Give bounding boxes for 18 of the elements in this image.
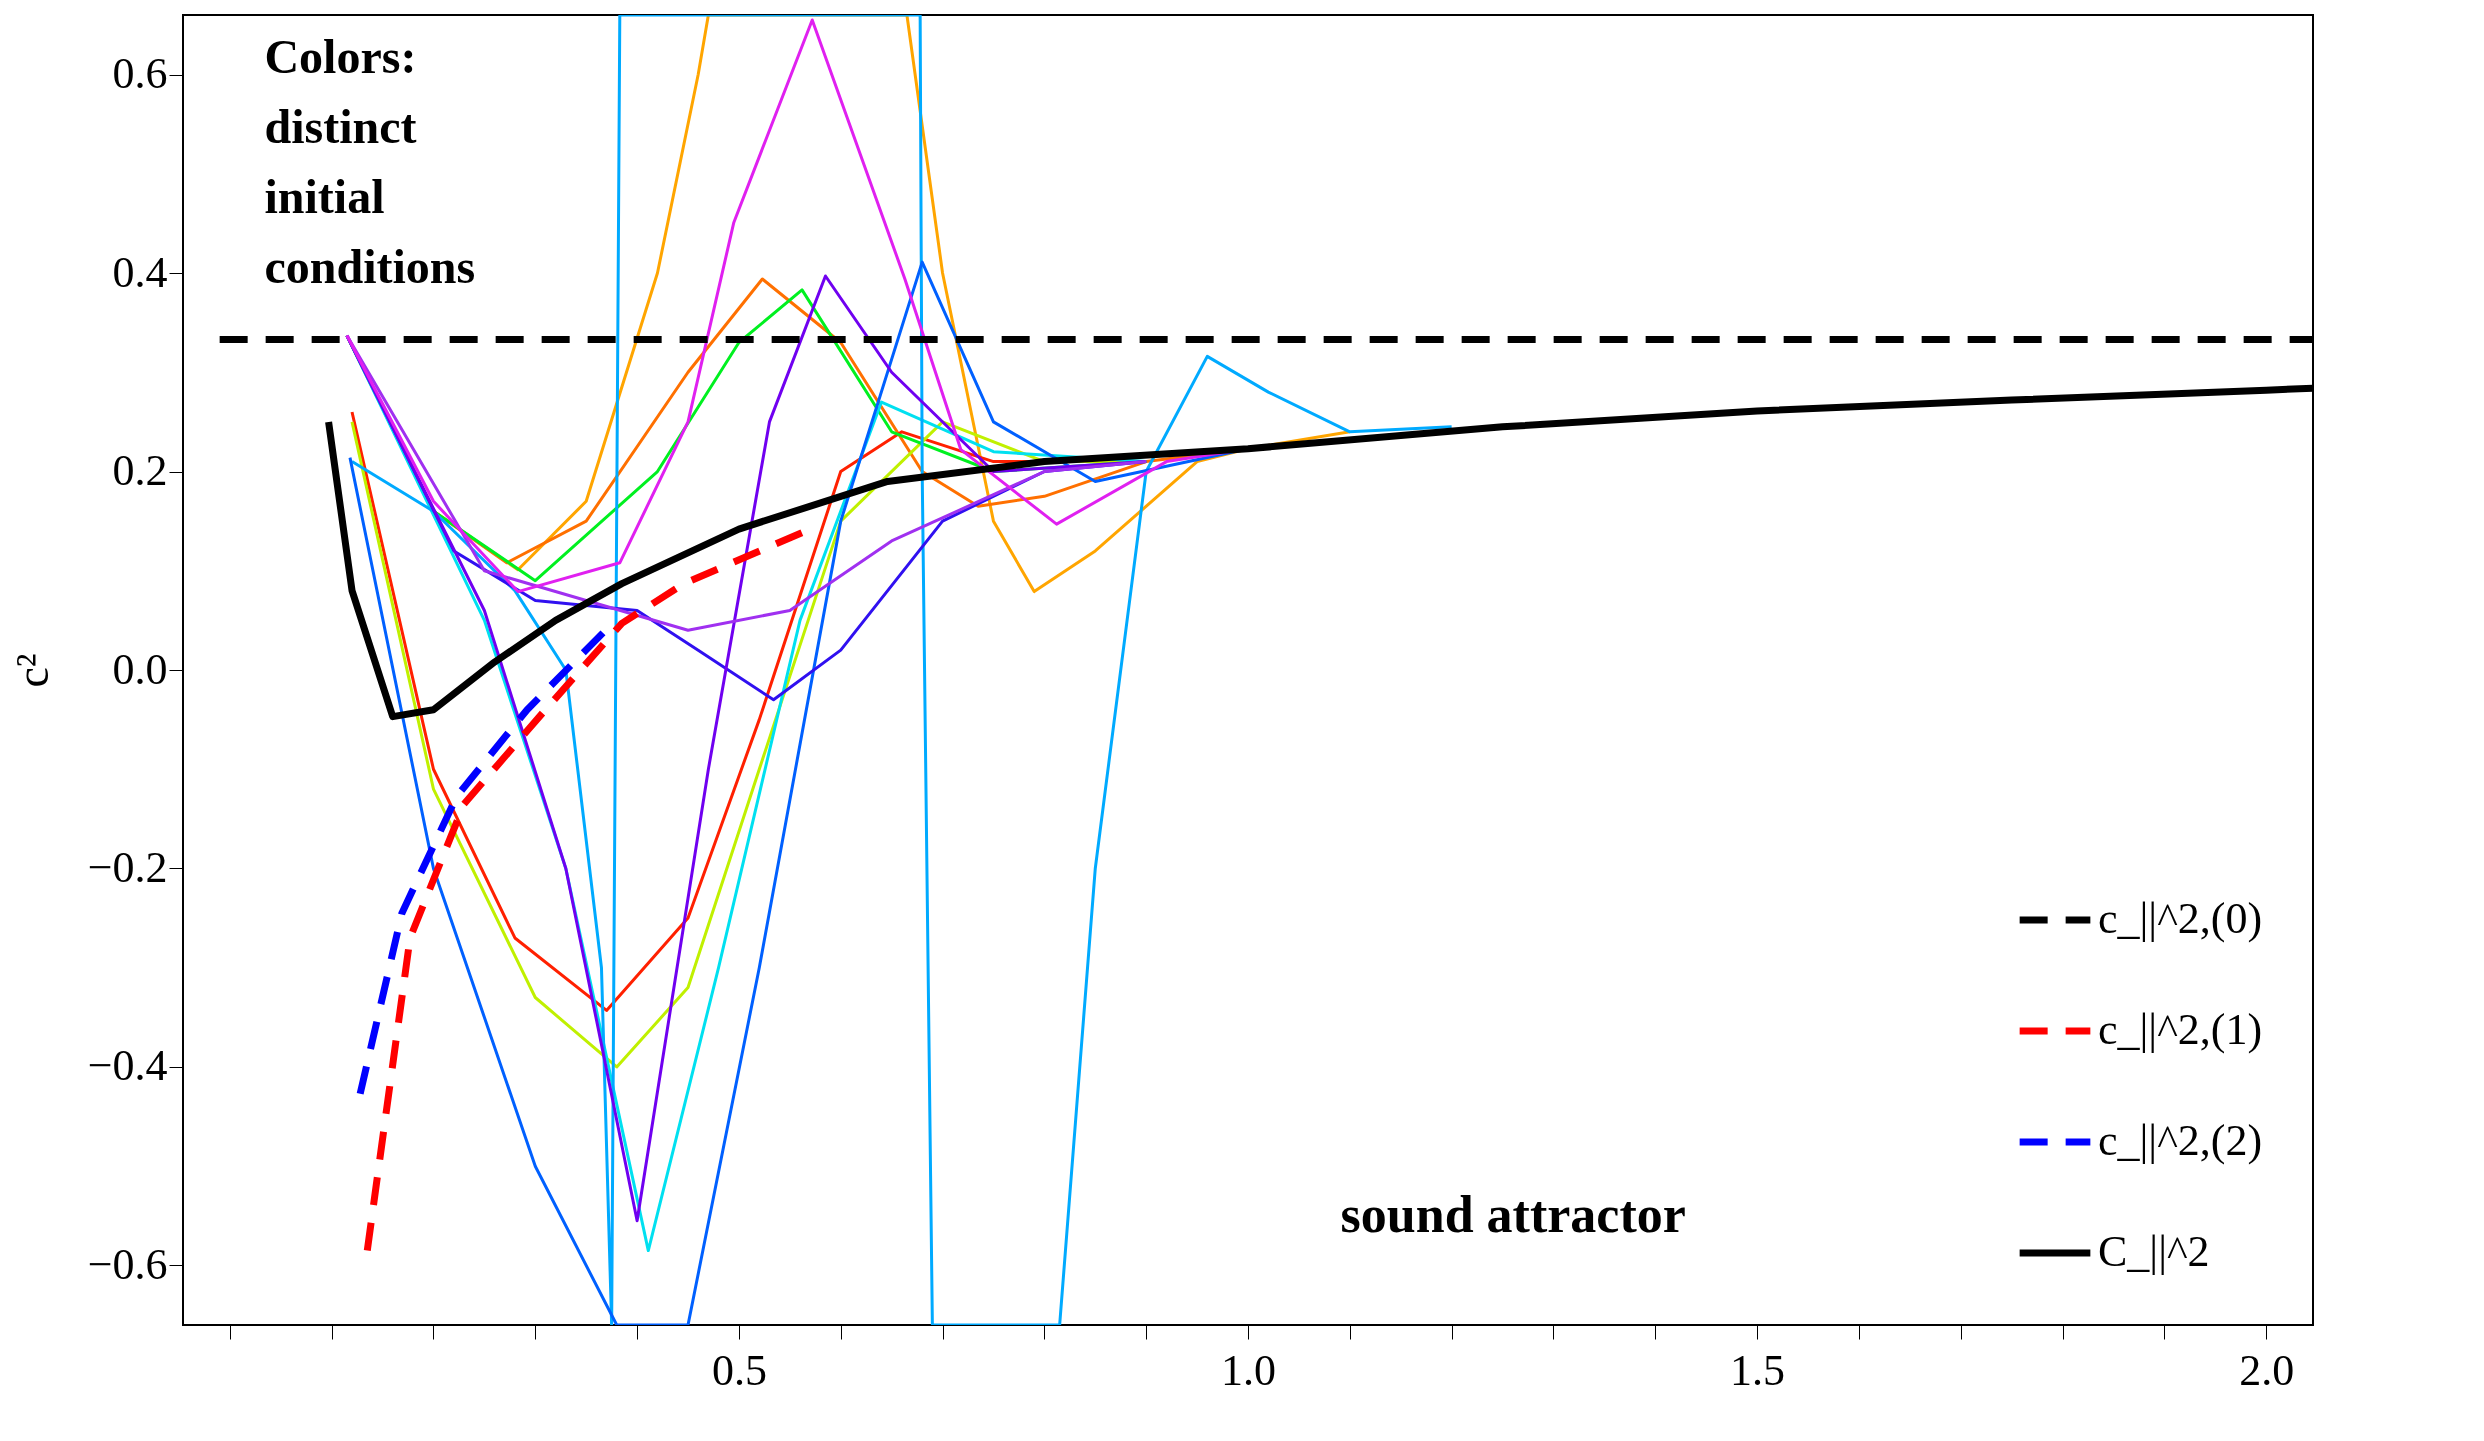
y-tick-label: −0.4 <box>87 1041 168 1091</box>
x-tick-label: 2.0 <box>2239 1345 2295 1395</box>
y-tick-label: −0.2 <box>87 842 168 892</box>
annotation: sound attractor <box>1340 1185 1686 1243</box>
x-tick-label: 1.0 <box>1221 1345 1276 1395</box>
legend-label: c_||^2,(0) <box>2098 894 2263 943</box>
x-tick-label: 1.5 <box>1730 1345 1786 1395</box>
y-tick-label: 0.4 <box>112 247 168 297</box>
legend-label: c_||^2,(1) <box>2098 1005 2263 1054</box>
annotation: Colors: distinct initial conditions <box>264 29 476 293</box>
y-tick-label: 0.2 <box>112 446 168 496</box>
x-tick-label: 0.5 <box>711 1345 767 1395</box>
legend-label: C_||^2 <box>2098 1227 2210 1276</box>
y-tick-label: 0.6 <box>112 49 168 99</box>
y-tick-label: 0.0 <box>112 644 168 694</box>
legend-label: c_||^2,(2) <box>2098 1116 2263 1165</box>
y-tick-label: −0.6 <box>87 1239 168 1289</box>
y-axis-title: c² <box>6 653 58 688</box>
